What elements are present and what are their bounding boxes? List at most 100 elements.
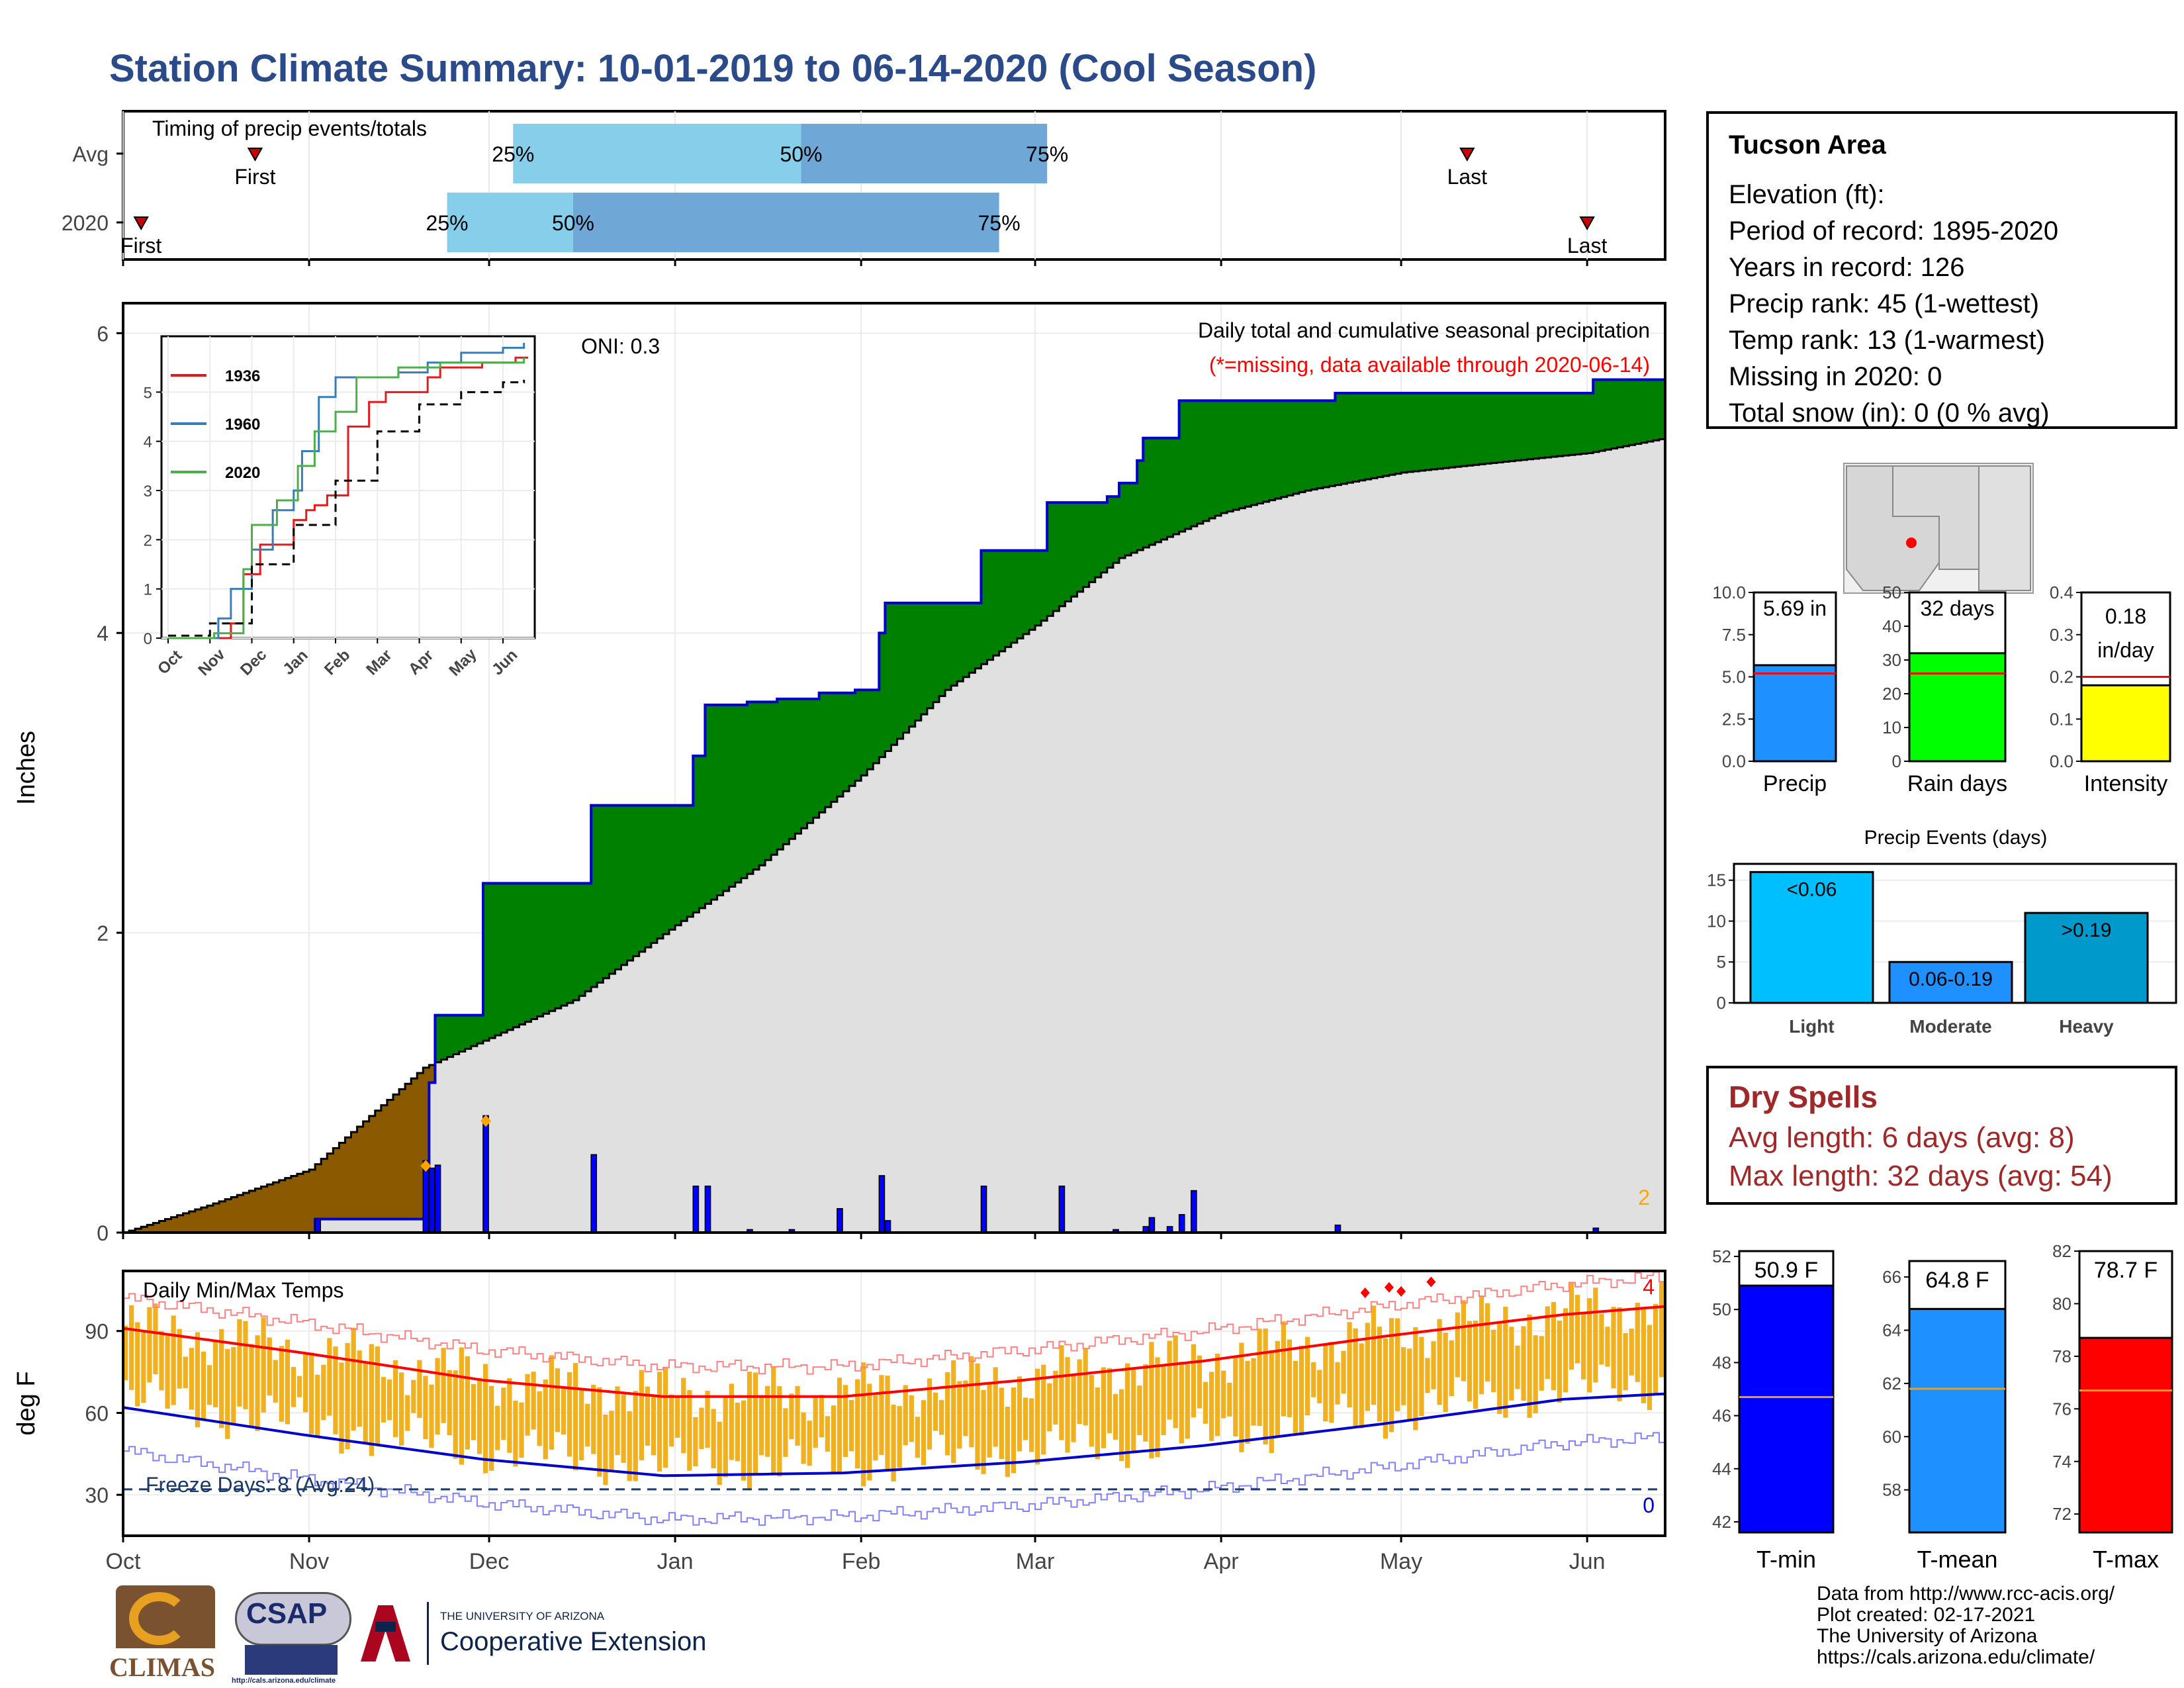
- temp-panel-frame: [122, 1270, 1666, 1537]
- temp-xtick-label-1: Nov: [289, 1549, 329, 1574]
- precip-events-title: Precip Events (days): [1864, 827, 2048, 849]
- timing-row-label-0: Avg: [72, 142, 109, 166]
- summary-ytick-label-2-0: 0.0: [2050, 751, 2073, 771]
- timing-last-label-0: Last: [1447, 165, 1488, 189]
- precip-average-area: [123, 438, 1665, 1233]
- precip-average-line: [123, 438, 1666, 1234]
- timing-first-marker-1: [133, 216, 149, 231]
- temp-xtick-label-4: Feb: [842, 1549, 881, 1574]
- precip-daily-bar: [434, 1164, 441, 1233]
- temp-average-max-line: [122, 1305, 1666, 1398]
- precip-missing-count: 2: [1638, 1186, 1650, 1209]
- temp-summary-ytick-label-0-0: 42: [1712, 1512, 1731, 1532]
- precip-ylabel: Inches: [13, 731, 40, 805]
- precip-events-bar-label-2: >0.19: [2062, 919, 2112, 941]
- precip-daily-bar: [1058, 1186, 1066, 1233]
- timing-q75-label-0: 75%: [1026, 142, 1068, 166]
- page-title: Station Climate Summary: 10-01-2019 to 0…: [109, 47, 1317, 90]
- summary-value-label-0: 5.69 in: [1763, 596, 1827, 620]
- precip-ytick-label-3: 6: [97, 322, 109, 346]
- precip-record-marker: [480, 1115, 492, 1127]
- climas-logo-text: CLIMAS: [109, 1652, 216, 1682]
- dry-spells-title: Dry Spells: [1729, 1080, 1878, 1114]
- summary-ytick-label-0-1: 2.5: [1722, 709, 1746, 729]
- precip-events-ytick-label-0: 0: [1717, 993, 1726, 1013]
- summary-ytick-label-0-4: 10.0: [1712, 583, 1746, 602]
- precip-daily-bar: [482, 1115, 489, 1233]
- temp-summary-ytick-label-0-4: 50: [1712, 1299, 1731, 1319]
- precip-daily-bar: [878, 1175, 886, 1233]
- temp-record-max-line: [123, 1271, 1666, 1375]
- precip-events-category-0: Light: [1789, 1016, 1834, 1037]
- precip-daily-bar: [704, 1186, 711, 1233]
- dry-spells-avg: Avg length: 6 days (avg: 8): [1729, 1121, 2075, 1154]
- precip-events-frame: [1733, 863, 2177, 1004]
- ua-logo: THE UNIVERSITY OF ARIZONA Cooperative Ex…: [361, 1602, 738, 1668]
- timing-panel-label: Timing of precip events/totals: [152, 117, 427, 140]
- summary-ytick-label-1-3: 30: [1882, 650, 1901, 670]
- temp-record-high-marker-1: [1384, 1282, 1394, 1293]
- summary-bar-0: [1752, 664, 1837, 763]
- timing-bar-q25-q50-1: [447, 193, 573, 252]
- station-snow: Total snow (in): 0 (0 % avg): [1729, 399, 2050, 428]
- temp-summary-ytick-label-0-5: 52: [1712, 1246, 1731, 1266]
- summary-ytick-label-2-4: 0.4: [2050, 583, 2073, 602]
- credits: Data from http://www.rcc-acis.org/ Plot …: [1817, 1583, 2115, 1668]
- temp-summary-value-0: 50.9 F: [1754, 1258, 1818, 1283]
- precip-cumulative-line: [123, 378, 1665, 1234]
- temp-summary-name-2: T-max: [2093, 1546, 2159, 1573]
- timing-q50-label-1: 50%: [552, 211, 594, 235]
- temp-summary-ytick-label-0-2: 46: [1712, 1406, 1731, 1426]
- csap-logo-text: CSAP: [246, 1597, 328, 1630]
- temp-summary-name-0: T-min: [1756, 1546, 1816, 1573]
- temp-summary-bar-0: [1738, 1284, 1835, 1534]
- temp-ytick-label-0: 30: [85, 1483, 109, 1507]
- inset-ytick-label-1: 1: [144, 581, 152, 599]
- station-temp-rank: Temp rank: 13 (1-warmest): [1729, 326, 2045, 355]
- precip-events-ytick-label-2: 10: [1707, 911, 1726, 931]
- station-elevation: Elevation (ft):: [1729, 180, 1885, 209]
- timing-bar-q50-q75-0: [801, 124, 1048, 183]
- temp-ytick-label-2: 90: [85, 1320, 109, 1344]
- summary-ytick-label-1-0: 0: [1892, 751, 1901, 771]
- temp-summary-ytick-label-2-2: 76: [2052, 1399, 2071, 1419]
- temp-summary-ytick-label-2-4: 80: [2052, 1293, 2071, 1313]
- inset-series-line: [168, 356, 528, 639]
- precip-daily-bar: [1178, 1214, 1185, 1233]
- precip-events-bar-label-0: <0.06: [1787, 878, 1837, 900]
- summary-ytick-label-1-2: 20: [1882, 684, 1901, 704]
- summary-bar-name-0: Precip: [1763, 771, 1827, 796]
- ua-logo-big-text: Cooperative Extension: [440, 1627, 707, 1656]
- precip-events-ytick-label-1: 5: [1717, 952, 1726, 972]
- inset-ytick-label-2: 2: [144, 532, 152, 549]
- csap-logo-url: http://cals.arizona.edu/climate: [232, 1677, 336, 1685]
- temp-record-high-marker-3: [1426, 1276, 1436, 1288]
- summary-value-unit-2: in/day: [2097, 638, 2154, 662]
- csap-logo: CSAP http://cals.arizona.edu/climate: [232, 1585, 351, 1685]
- summary-ytick-label-1-1: 10: [1882, 718, 1901, 737]
- temp-summary-bar-2: [2078, 1336, 2173, 1534]
- precip-panel-title: Daily total and cumulative seasonal prec…: [1198, 318, 1650, 342]
- station-info-box: Tucson Area Elevation (ft): Period of re…: [1706, 111, 2177, 429]
- inset-series-line: [168, 357, 525, 639]
- temp-summary-bar-1: [1908, 1307, 2007, 1534]
- summary-value-label-1: 32 days: [1920, 596, 1994, 620]
- timing-q75-label-1: 75%: [978, 211, 1021, 235]
- precip-daily-bar: [590, 1154, 598, 1233]
- timing-last-marker-1: [1579, 216, 1595, 231]
- temp-xtick-label-0: Oct: [106, 1549, 141, 1574]
- station-precip-rank: Precip rank: 45 (1-wettest): [1729, 289, 2040, 318]
- temp-record-high-marker-2: [1396, 1286, 1406, 1297]
- temp-average-min-line: [122, 1392, 1666, 1477]
- temp-record-low-count: 0: [1643, 1493, 1655, 1517]
- temp-xtick-label-3: Jan: [657, 1549, 694, 1574]
- precip-daily-bar: [837, 1208, 843, 1233]
- station-missing: Missing in 2020: 0: [1729, 362, 1942, 391]
- precip-missing-note: (*=missing, data available through 2020-…: [1209, 353, 1650, 377]
- temp-summary-ytick-label-0-3: 48: [1712, 1352, 1731, 1372]
- timing-q50-label-0: 50%: [780, 142, 822, 166]
- precip-events-category-1: Moderate: [1909, 1016, 1991, 1037]
- summary-ytick-label-0-2: 5.0: [1722, 667, 1746, 687]
- timing-first-marker-0: [247, 148, 263, 162]
- precip-daily-bar: [314, 1218, 322, 1233]
